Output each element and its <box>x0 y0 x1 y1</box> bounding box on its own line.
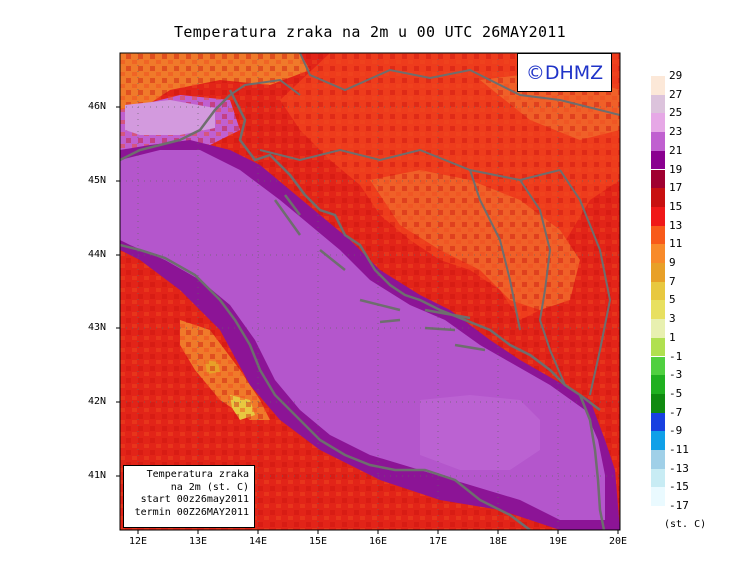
legend-swatch <box>651 150 665 170</box>
legend-swatch <box>651 300 665 320</box>
legend-swatch <box>651 412 665 432</box>
legend-label: 13 <box>669 218 683 232</box>
legend-label: 9 <box>669 256 676 269</box>
croatia-coastline <box>228 89 601 411</box>
legend-label: 17 <box>669 181 683 195</box>
plot-frame <box>119 52 621 531</box>
legend-unit: (st. C) <box>664 519 707 530</box>
legend-swatch <box>651 375 665 394</box>
legend-swatch <box>651 393 665 413</box>
legend-swatch <box>651 244 665 263</box>
legend-swatch <box>651 319 665 338</box>
legend-swatch <box>651 113 665 133</box>
italy-coastline <box>120 94 531 530</box>
north-adriatic-pale <box>125 100 215 135</box>
legend-label: 19 <box>669 162 683 176</box>
legend-swatch <box>651 206 665 226</box>
info-line-2: na 2m (st. C) <box>170 481 249 493</box>
legend-label: 25 <box>669 106 683 120</box>
legend-swatch <box>651 263 665 282</box>
lon-label-18e: 18E <box>488 536 508 547</box>
legend-label: 7 <box>669 274 676 288</box>
legend-label: -5 <box>669 386 683 400</box>
lon-label-14e: 14E <box>248 536 268 547</box>
lat-label-44n: 44N <box>88 249 107 260</box>
legend-swatch <box>651 188 665 207</box>
country-borders <box>229 53 620 396</box>
legend-swatch <box>651 431 665 450</box>
info-box: Temperatura zraka na 2m (st. C) start 00… <box>123 465 255 528</box>
legend-swatch <box>651 337 665 357</box>
legend-swatch <box>651 169 665 189</box>
legend-label: 3 <box>669 312 676 326</box>
legend-label: -13 <box>669 461 689 475</box>
legend-label: -11 <box>669 443 689 456</box>
info-line-4: termin 00Z26MAY2011 <box>134 506 249 518</box>
dhmz-logo: ©DHMZ <box>517 53 612 92</box>
legend-label: 29 <box>669 69 683 82</box>
lon-label-19e: 19E <box>548 536 568 547</box>
lat-label-41n: 41N <box>88 470 107 481</box>
legend-swatch <box>651 468 665 488</box>
legend-label: -7 <box>669 405 683 419</box>
info-line-3: start 00z26may2011 <box>140 494 249 505</box>
axis-ticks <box>116 106 619 534</box>
legend-label: 5 <box>669 293 676 307</box>
south-adriatic-pale <box>420 395 540 470</box>
legend-swatch <box>651 281 665 301</box>
map-title: Temperatura zraka na 2m u 00 UTC 26MAY20… <box>174 23 566 41</box>
lon-label-12e: 12E <box>128 536 148 547</box>
legend-swatch <box>651 487 665 507</box>
legend-label: 15 <box>669 199 683 213</box>
legend-label: 21 <box>669 143 683 157</box>
legend-label: 27 <box>669 87 683 101</box>
legend-swatch <box>651 132 665 151</box>
legend-label: 1 <box>669 330 676 344</box>
legend-swatch <box>651 94 665 114</box>
islands <box>273 194 486 352</box>
info-line-1: Temperatura zraka <box>146 469 249 480</box>
legend-label: -3 <box>669 368 683 382</box>
legend-label: 23 <box>669 125 683 139</box>
legend-swatch <box>651 450 665 469</box>
legend-label: -1 <box>669 349 683 363</box>
lon-label-16e: 16E <box>368 536 388 547</box>
legend-label: 11 <box>669 237 683 251</box>
legend-label: -15 <box>669 480 689 494</box>
legend-label: -9 <box>669 424 683 438</box>
legend-swatch <box>651 76 665 95</box>
legend-swatch <box>651 225 665 245</box>
lon-label-13e: 13E <box>188 536 208 547</box>
lat-label-46n: 46N <box>88 101 107 112</box>
lat-label-42n: 42N <box>88 396 107 407</box>
albania-coastline <box>578 394 606 530</box>
lat-label-45n: 45N <box>88 175 107 186</box>
lon-label-17e: 17E <box>428 536 448 547</box>
lon-label-15e: 15E <box>308 536 328 547</box>
legend-swatch <box>651 356 665 376</box>
lon-label-20e: 20E <box>608 536 628 547</box>
lat-label-43n: 43N <box>88 322 107 333</box>
legend-label: -17 <box>669 499 689 513</box>
